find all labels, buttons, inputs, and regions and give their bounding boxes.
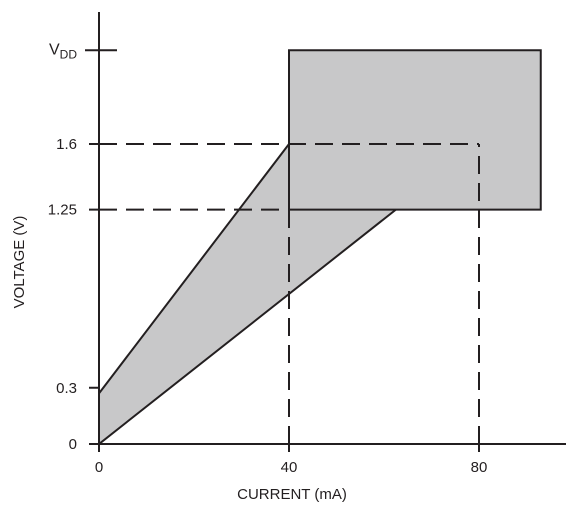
y-tick-label-vdd: VDD xyxy=(49,41,77,61)
y-tick-label: 0.3 xyxy=(56,380,77,397)
y-tick-label: 1.25 xyxy=(48,202,77,219)
axis-ticks xyxy=(85,49,480,452)
y-tick-label: 1.6 xyxy=(56,136,77,153)
vdd-main-text: V xyxy=(49,41,60,58)
vdd-subscript-text: DD xyxy=(60,47,78,61)
x-tick-label: 40 xyxy=(281,459,298,476)
x-axis-title: CURRENT (mA) xyxy=(237,486,347,503)
tick-labels: 0 0.3 1.25 1.6 0 40 80 xyxy=(48,136,488,476)
x-tick-label: 80 xyxy=(471,459,488,476)
x-tick-label: 0 xyxy=(95,459,103,476)
y-tick-label: 0 xyxy=(69,436,77,453)
y-axis-title: VOLTAGE (V) xyxy=(11,216,28,309)
axes xyxy=(98,12,566,445)
shaded-regions xyxy=(98,49,542,447)
reference-lines xyxy=(99,143,480,444)
shaded-region-rect xyxy=(288,49,542,211)
